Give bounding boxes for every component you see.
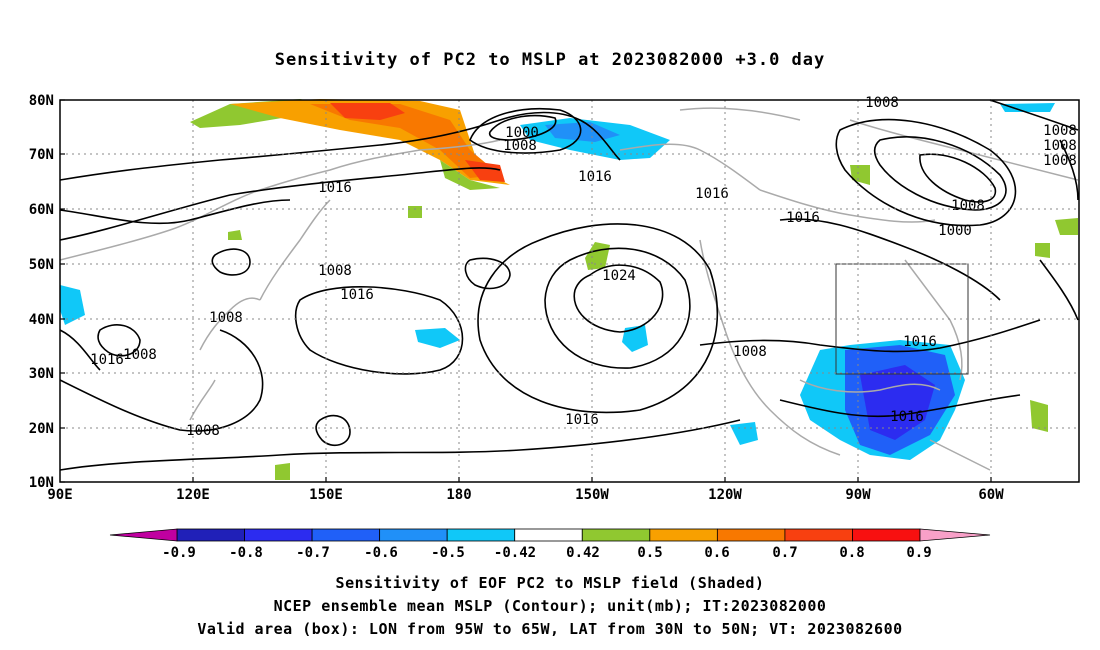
colorbar-label: -0.7 (296, 545, 330, 561)
lon-label: 180 (446, 487, 471, 500)
colorbar-swatches (176, 528, 921, 542)
lon-label: 120W (708, 487, 742, 500)
colorbar-swatch (581, 528, 651, 542)
colorbar-label: -0.9 (162, 545, 196, 561)
map-title: Sensitivity of PC2 to MSLP at 2023082000… (274, 50, 826, 70)
contour-label: 1024 (602, 268, 636, 284)
shade-negative-cyan-pac1 (415, 328, 460, 348)
shade-negative-cyan-west (60, 285, 85, 325)
colorbar-high-arrow (919, 528, 991, 542)
shade-positive-green-pac2 (850, 165, 870, 185)
colorbar-swatch (649, 528, 718, 542)
lat-label: 60N (29, 202, 54, 218)
longitude-labels: 90E 120E 150E 180 150W 120W 90W 60W (47, 487, 1004, 500)
lon-label: 60W (978, 487, 1004, 500)
colorbar-swatch (244, 528, 313, 542)
contour-label: 1008 (1043, 123, 1077, 139)
lon-label: 90W (845, 487, 871, 500)
contour-label: 1016 (565, 412, 599, 428)
contour-label: 1016 (90, 352, 124, 368)
lon-label: 90E (47, 487, 72, 500)
colorbar-label: -0.5 (431, 545, 465, 561)
colorbar-label: 0.9 (906, 545, 931, 561)
contour-label: 1008 (951, 198, 985, 214)
colorbar-label: 0.8 (839, 545, 864, 561)
shade-positive-green-east1 (1055, 218, 1078, 235)
caption-line-2: NCEP ensemble mean MSLP (Contour); unit(… (273, 597, 827, 615)
contour-label: 1016 (340, 287, 374, 303)
lon-label: 150E (309, 487, 343, 500)
shade-positive-green-small (228, 206, 422, 240)
contour-label: 1016 (695, 186, 729, 202)
caption-line-1: Sensitivity of EOF PC2 to MSLP field (Sh… (335, 574, 765, 592)
contour-label: 1008 (318, 263, 352, 279)
lat-label: 50N (29, 257, 54, 273)
shade-positive-green-pac1 (585, 242, 610, 270)
colorbar-swatch (446, 528, 516, 542)
contour-label: 1008 (733, 344, 767, 360)
shade-negative-cyan-ne (1000, 103, 1055, 112)
colorbar-label: -0.8 (229, 545, 263, 561)
contour-label: 1016 (903, 334, 937, 350)
colorbar-labels: -0.9 -0.8 -0.7 -0.6 -0.5 -0.42 0.42 0.5 … (162, 545, 932, 561)
shade-positive-orange-dark (310, 104, 500, 178)
contour-label: 1008 (123, 347, 157, 363)
axis-ticks (60, 99, 992, 483)
contour-label: 1016 (786, 210, 820, 226)
colorbar-swatch (514, 528, 583, 542)
shade-negative-cyan-mexico (730, 422, 758, 445)
colorbar-label: 0.6 (704, 545, 729, 561)
latitude-labels: 80N 70N 60N 50N 40N 30N 20N 10N (29, 93, 54, 491)
contour-label: 1016 (318, 180, 352, 196)
map-frame (59, 99, 1080, 483)
colorbar-swatch (716, 528, 786, 542)
colorbar-label: -0.42 (494, 545, 536, 561)
colorbar-swatch (852, 528, 921, 542)
contour-label: 1008 (865, 95, 899, 111)
contour-labels: 1000 1008 1016 1016 1016 1016 1008 1016 … (90, 95, 1077, 439)
mslp-sensitivity-map: 1000 1008 1016 1016 1016 1016 1008 1016 … (29, 93, 1080, 500)
contour-label: 1008 (186, 423, 220, 439)
lat-label: 30N (29, 366, 54, 382)
contour-label: 1008 (1043, 153, 1077, 169)
shade-positive-green-japan (275, 463, 290, 480)
shade-positive-red (330, 103, 505, 182)
colorbar-swatch (311, 528, 381, 542)
lat-label: 70N (29, 147, 54, 163)
colorbar-swatch (784, 528, 853, 542)
shade-negative-cyan-pac2 (622, 325, 648, 352)
gridlines (60, 100, 1079, 482)
contour-label: 1008 (209, 310, 243, 326)
contour-label: 1008 (503, 138, 537, 154)
shade-positive-green-east3 (1035, 243, 1050, 258)
contour-label: 1008 (1043, 138, 1077, 154)
lon-label: 120E (176, 487, 210, 500)
lon-label: 150W (575, 487, 609, 500)
contour-label: 1000 (505, 125, 539, 141)
shade-positive-green-east2 (1030, 400, 1048, 432)
colorbar-label: 0.5 (637, 545, 662, 561)
colorbar-label: -0.6 (364, 545, 398, 561)
contour-label: 1016 (890, 409, 924, 425)
colorbar-swatch (379, 528, 448, 542)
colorbar-label: 0.42 (566, 545, 600, 561)
shade-positive-green-2 (440, 160, 500, 190)
colorbar-label: 0.7 (772, 545, 797, 561)
mslp-contours (59, 99, 1079, 471)
lat-label: 10N (29, 475, 54, 491)
lat-label: 20N (29, 421, 54, 437)
contour-label: 1016 (578, 169, 612, 185)
contour-label: 1000 (938, 223, 972, 239)
colorbar-low-arrow (109, 528, 178, 542)
lat-label: 80N (29, 93, 54, 109)
lat-label: 40N (29, 312, 54, 328)
colorbar-swatch (176, 528, 245, 542)
coastlines (59, 107, 1079, 471)
caption-line-3: Valid area (box): LON from 95W to 65W, L… (197, 620, 903, 638)
